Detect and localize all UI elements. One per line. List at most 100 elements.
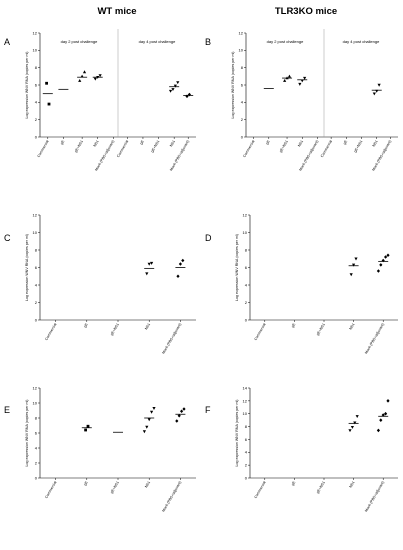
x-tick-label: gE+NS1 — [279, 140, 289, 154]
y-tick-label: 6 — [35, 265, 38, 270]
column-title-tlr3ko: TLR3KO mice — [275, 6, 337, 17]
x-tick-label: gE+NS1 — [110, 323, 120, 337]
y-tick-label: 10 — [243, 411, 248, 416]
x-tick-label: Commercial — [254, 480, 267, 499]
y-tick-label: 6 — [245, 265, 248, 270]
data-point — [145, 425, 149, 429]
data-point — [175, 419, 179, 423]
data-point — [386, 399, 390, 403]
data-point — [386, 253, 390, 258]
y-tick-label: 0 — [245, 475, 248, 480]
data-point — [287, 74, 292, 78]
x-tick-label: Commercial — [320, 139, 333, 158]
section-label: day 2 post challenge — [61, 39, 98, 44]
y-axis-label: Log expression WNV RNA (copies per ml) — [235, 400, 239, 467]
data-point — [152, 407, 156, 410]
data-point — [173, 84, 177, 88]
x-tick-label: gE — [83, 480, 89, 486]
y-axis-label: Log expression WNV RNA (copies per ml) — [25, 400, 29, 467]
data-point — [78, 78, 82, 82]
data-point — [168, 89, 173, 93]
y-tick-label: 2 — [241, 117, 244, 122]
data-point — [84, 428, 87, 432]
data-point — [176, 81, 180, 85]
section-label: day 4 post challenge — [343, 39, 380, 44]
data-point — [96, 76, 100, 79]
data-point — [377, 83, 381, 87]
y-axis-label: Log expression WNV RNA (copies per ml) — [25, 234, 29, 301]
data-point — [180, 409, 184, 414]
panel-letter: C — [4, 233, 11, 243]
x-tick-label: Commercial — [242, 139, 255, 158]
x-tick-label: NS1 — [144, 481, 151, 489]
y-tick-label: 0 — [35, 317, 38, 322]
x-tick-label: Mock (PBS+adjuvant) — [161, 481, 182, 513]
data-point — [171, 88, 175, 92]
y-tick-label: 2 — [35, 117, 38, 122]
y-tick-label: 12 — [33, 385, 38, 390]
y-tick-label: 14 — [243, 385, 248, 390]
data-point — [354, 257, 358, 261]
x-tick-label: gE+NS1 — [110, 481, 120, 495]
y-tick-label: 2 — [245, 463, 248, 468]
data-point — [375, 89, 379, 93]
y-tick-label: 10 — [33, 230, 38, 235]
y-tick-label: 8 — [241, 65, 244, 70]
section-label: day 4 post challenge — [139, 39, 176, 44]
data-point — [145, 272, 149, 276]
x-tick-label: gE — [291, 480, 297, 486]
panel-letter: B — [205, 37, 211, 47]
data-point — [350, 426, 354, 429]
y-tick-label: 4 — [35, 445, 38, 450]
x-tick-label: NS1 — [297, 140, 304, 148]
x-tick-label: gE+NS1 — [353, 140, 363, 154]
y-tick-label: 12 — [243, 398, 248, 403]
x-tick-label: Mock (PBS+adjuvant) — [161, 323, 182, 355]
column-title-wt: WT mice — [97, 6, 136, 17]
data-point — [45, 81, 48, 85]
y-tick-label: 4 — [35, 282, 38, 287]
data-point — [376, 428, 380, 433]
x-tick-label: gE — [139, 139, 145, 145]
y-tick-label: 12 — [239, 30, 244, 35]
y-tick-label: 12 — [33, 30, 38, 35]
x-tick-label: Commercial — [44, 322, 57, 341]
y-tick-label: 6 — [245, 437, 248, 442]
x-tick-label: gE+NS1 — [316, 481, 326, 495]
data-point — [185, 94, 189, 99]
y-tick-label: 6 — [241, 82, 244, 87]
data-point — [80, 74, 84, 78]
panel-a: A 0 2 4 6 8 10 12 Log expression WNV RNA (copies… — [4, 29, 196, 172]
y-tick-label: 0 — [35, 475, 38, 480]
x-tick-label: gE — [60, 139, 66, 145]
section-label: day 2 post challenge — [267, 39, 304, 44]
data-point — [177, 413, 181, 418]
data-point — [384, 411, 388, 416]
y-tick-label: 2 — [245, 300, 248, 305]
data-point — [353, 421, 357, 425]
data-point — [384, 255, 388, 259]
x-tick-label: NS1 — [93, 140, 100, 148]
panel-f: F 0 2 4 6 8 10 12 14 Log expression WNV RNA (copi… — [205, 385, 398, 513]
x-tick-label: NS1 — [349, 481, 356, 489]
x-tick-label: NS1 — [349, 323, 356, 331]
y-tick-label: 8 — [245, 247, 248, 252]
data-point — [93, 77, 97, 81]
data-point — [379, 418, 383, 422]
panel-d: D 0 2 4 6 8 10 12 Log expression WNV RNA (copies… — [205, 212, 398, 355]
data-point — [47, 102, 51, 106]
x-tick-label: gE+NS1 — [150, 140, 160, 154]
data-point — [147, 418, 151, 422]
y-tick-label: 10 — [239, 48, 244, 53]
panel-letter: A — [4, 37, 10, 47]
y-tick-label: 0 — [245, 317, 248, 322]
panel-c: C 0 2 4 6 8 10 12 Log expression WNV RNA (copies… — [4, 212, 196, 355]
y-tick-label: 2 — [35, 300, 38, 305]
y-tick-label: 4 — [245, 450, 248, 455]
data-point — [355, 415, 359, 418]
y-axis-label: Log expression WNV RNA (copies per ml) — [231, 52, 235, 119]
data-point — [300, 79, 304, 83]
y-tick-label: 12 — [243, 212, 248, 217]
x-tick-label: NS1 — [372, 140, 379, 148]
